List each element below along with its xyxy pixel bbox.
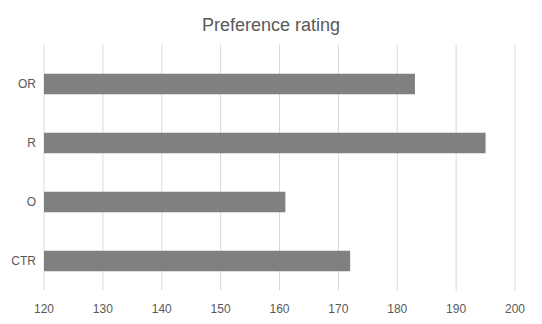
tick-label: 140 — [152, 302, 172, 316]
tick-label: 160 — [269, 302, 289, 316]
tick-label: 130 — [93, 302, 113, 316]
tick-label: 180 — [387, 302, 407, 316]
category-label: O — [27, 195, 36, 209]
bars — [44, 74, 486, 272]
category-label: OR — [18, 77, 36, 91]
tick-label: 120 — [34, 302, 54, 316]
tick-label: 150 — [211, 302, 231, 316]
bar — [44, 133, 486, 154]
bar — [44, 192, 285, 213]
category-label: CTR — [11, 254, 36, 268]
grid-line — [515, 45, 516, 291]
tick-label: 190 — [446, 302, 466, 316]
title: Preference rating — [202, 15, 340, 35]
tick-label: 170 — [328, 302, 348, 316]
grid-line — [456, 45, 457, 291]
category-label: R — [27, 136, 36, 150]
chart: Preference rating 120 130 140 150 160 170 180 19… — [0, 0, 542, 324]
tick-label: 200 — [505, 302, 525, 316]
bar — [44, 74, 415, 95]
bar — [44, 251, 350, 272]
